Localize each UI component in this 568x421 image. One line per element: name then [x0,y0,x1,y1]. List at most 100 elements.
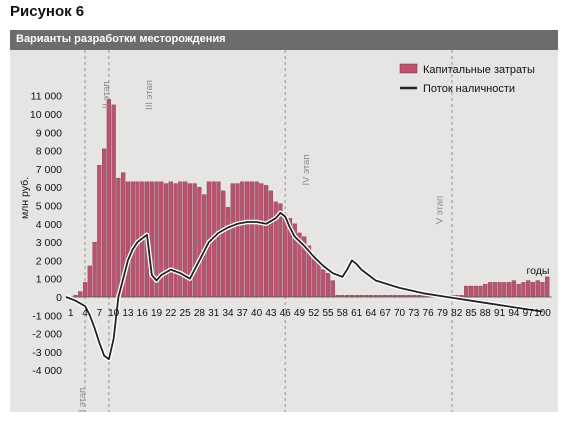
bar-capex-year-54 [321,269,326,298]
x-tick-label: 40 [251,308,263,319]
x-tick-label: 73 [408,308,420,319]
x-tick-label: 58 [337,308,349,319]
y-tick-label: -2 000 [32,329,62,341]
bar-capex-year-92 [502,282,507,298]
x-tick-label: 82 [451,308,463,319]
x-tick-label: 43 [265,308,277,319]
x-tick-label: 67 [380,308,392,319]
bar-capex-year-89 [487,282,493,298]
x-tick-label: 64 [365,308,377,319]
stage-label-5: V этап [434,196,445,224]
bar-capex-year-10 [111,104,116,298]
bar-capex-year-38 [244,181,250,298]
x-tick-label: 61 [351,308,363,319]
x-tick-label: 70 [394,308,406,319]
bar-capex-year-8 [102,148,107,298]
x-tick-label: 88 [480,308,492,319]
bar-capex-year-95 [516,284,521,298]
bar-capex-year-3 [78,291,83,298]
y-tick-label: 11 000 [31,91,62,103]
y-tick-label: 7 000 [36,164,62,176]
bar-capex-year-32 [216,181,221,298]
y-tick-label: 6 000 [36,182,62,194]
x-tick-label: 25 [180,308,192,319]
bar-capex-year-97 [526,280,531,298]
bar-capex-year-13 [125,181,131,298]
chart-header-bar: Варианты разработки месторождения [10,30,558,50]
x-tick-label: 100 [534,308,551,319]
y-tick-label: -1 000 [32,310,62,322]
bar-capex-year-11 [116,177,121,298]
bar-capex-year-52 [311,254,316,298]
bar-capex-year-85 [468,285,474,298]
x-tick-label: 13 [122,308,134,319]
x-tick-label: 49 [294,308,306,319]
y-tick-label: 2 000 [36,255,62,267]
bar-capex-year-34 [225,207,231,298]
x-tick-label: 76 [423,308,435,319]
x-tick-label: 16 [137,308,149,319]
bar-capex-year-46 [283,214,288,298]
cashflow-line [65,211,543,361]
x-tick-label: 94 [508,308,520,319]
bar-capex-year-99 [535,280,540,298]
bar-capex-year-14 [130,181,135,298]
y-tick-label: 10 000 [30,109,62,121]
bar-capex-year-93 [507,282,512,298]
stage-label-3: III этап [144,80,155,110]
bar-capex-year-94 [511,280,516,298]
x-tick-label: 91 [494,308,506,319]
y-tick-label: 3 000 [36,237,62,249]
bar-capex-year-41 [259,183,264,298]
bar-capex-year-53 [316,260,321,298]
bar-capex-year-9 [106,99,111,298]
bar-capex-year-27 [192,183,197,298]
bar-capex-year-28 [197,187,202,298]
x-axis-label: годы [527,265,550,277]
x-tick-label: 79 [437,308,449,319]
x-tick-label: 22 [165,308,177,319]
bar-capex-year-21 [163,183,169,298]
bar-capex-year-98 [530,282,536,298]
bar-capex-year-96 [521,282,526,298]
y-tick-label: -4 000 [32,365,62,377]
bar-capex-year-91 [497,282,502,298]
y-tick-label: 9 000 [36,127,62,139]
bar-capex-year-86 [473,285,478,298]
bar-capex-year-43 [268,190,273,298]
x-tick-label: 28 [194,308,206,319]
figure-title: Рисунок 6 [10,3,85,20]
x-tick-label: 19 [151,308,163,319]
x-tick-label: 31 [208,308,220,319]
bar-capex-year-40 [254,181,259,298]
x-tick-label: 7 [97,308,103,319]
x-tick-label: 85 [465,308,477,319]
bar-capex-year-87 [478,285,483,298]
y-tick-label: -3 000 [32,347,62,359]
x-tick-label: 4 [82,308,88,319]
bar-capex-year-42 [264,185,269,298]
chart-subtitle: Варианты разработки месторождения [16,33,226,45]
bar-capex-year-84 [464,285,469,298]
bar-capex-year-4 [82,282,88,298]
x-tick-label: 37 [237,308,249,319]
bar-capex-year-22 [168,181,173,298]
bar-capex-year-39 [249,181,254,298]
y-tick-label: 4 000 [36,219,62,231]
legend-label-capex: Капитальные затраты [423,64,535,76]
bar-capex-year-24 [178,181,183,298]
stage-label-1: I этап [77,388,88,413]
stage-label-4: IV этап [301,155,312,186]
bar-capex-year-23 [173,183,178,298]
bar-capex-year-56 [330,280,335,298]
bar-capex-year-36 [235,183,240,298]
bar-capex-year-5 [87,265,92,298]
x-tick-label: 34 [222,308,234,319]
bar-capex-year-35 [230,183,235,298]
bar-capex-year-7 [97,165,102,298]
bar-capex-year-100 [540,282,545,298]
bar-capex-year-33 [221,190,226,298]
bar-capex-year-25 [183,181,188,298]
x-tick-label: 10 [108,308,120,319]
x-tick-label: 1 [68,308,74,319]
